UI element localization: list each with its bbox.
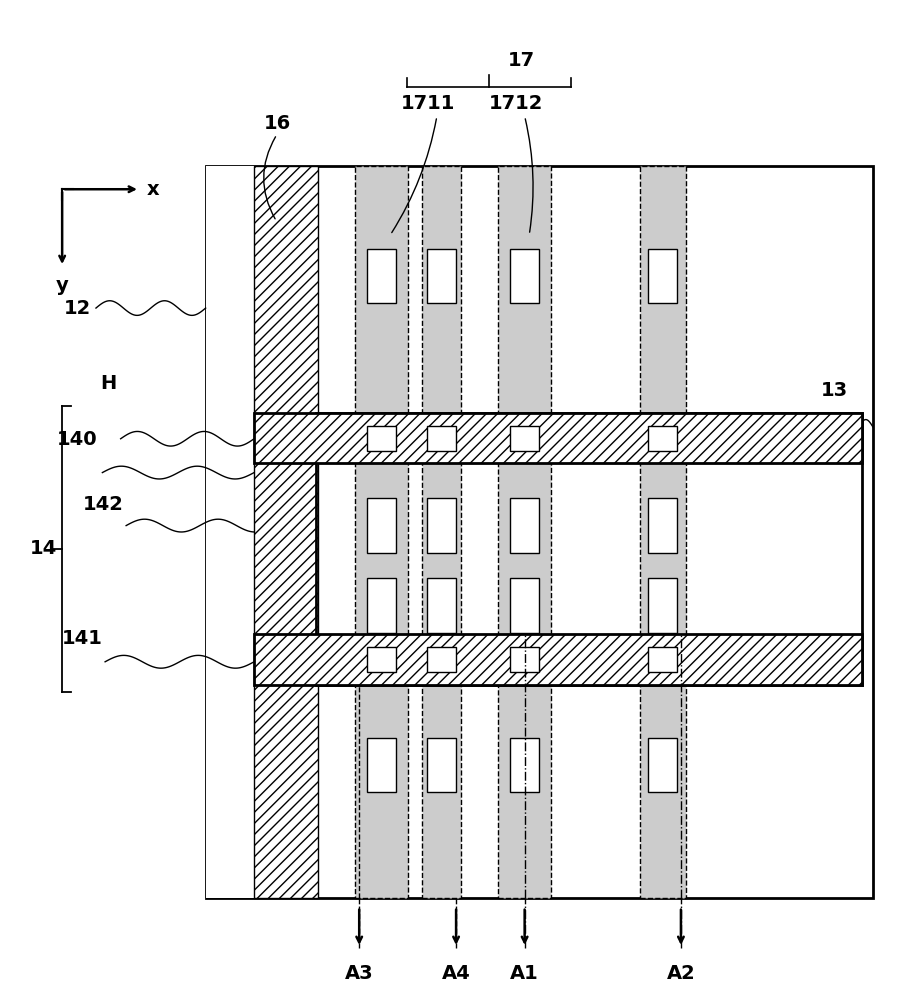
Bar xyxy=(367,647,396,672)
Text: A3: A3 xyxy=(345,964,374,983)
Bar xyxy=(367,498,396,553)
Bar xyxy=(427,426,456,451)
Text: 1712: 1712 xyxy=(489,94,544,113)
Text: 140: 140 xyxy=(58,430,98,449)
Bar xyxy=(648,498,677,553)
Bar xyxy=(206,166,254,898)
Text: 141: 141 xyxy=(61,629,102,648)
Bar xyxy=(648,426,677,451)
Text: 17: 17 xyxy=(507,51,535,70)
Bar xyxy=(316,413,862,685)
Bar xyxy=(367,426,396,451)
Text: 12: 12 xyxy=(64,299,91,318)
Bar xyxy=(640,166,686,898)
Bar xyxy=(648,647,677,672)
Bar xyxy=(206,166,873,898)
Bar xyxy=(367,578,396,633)
Bar xyxy=(367,249,396,303)
Bar xyxy=(510,426,539,451)
Text: A2: A2 xyxy=(666,964,696,983)
Bar xyxy=(498,166,551,898)
Bar xyxy=(648,249,677,303)
Bar xyxy=(427,578,456,633)
Text: 1711: 1711 xyxy=(400,94,455,113)
Bar xyxy=(427,738,456,792)
Text: y: y xyxy=(56,276,69,295)
Bar xyxy=(427,249,456,303)
Text: x: x xyxy=(147,180,160,199)
Bar xyxy=(510,738,539,792)
Text: 13: 13 xyxy=(821,381,848,400)
Bar xyxy=(254,413,862,463)
Bar xyxy=(427,498,456,553)
Text: 16: 16 xyxy=(263,114,291,133)
Bar xyxy=(422,166,461,898)
Bar xyxy=(427,647,456,672)
Bar xyxy=(510,578,539,633)
Bar xyxy=(510,249,539,303)
Bar xyxy=(648,738,677,792)
Bar xyxy=(254,166,318,898)
Bar xyxy=(367,738,396,792)
Bar xyxy=(254,634,862,685)
Bar xyxy=(648,578,677,633)
Text: A1: A1 xyxy=(510,964,539,983)
Bar xyxy=(355,166,408,898)
Bar xyxy=(510,498,539,553)
Text: A4: A4 xyxy=(441,964,471,983)
Text: H: H xyxy=(101,374,117,393)
Text: 14: 14 xyxy=(30,539,58,558)
Bar xyxy=(510,647,539,672)
Text: 142: 142 xyxy=(82,495,123,514)
